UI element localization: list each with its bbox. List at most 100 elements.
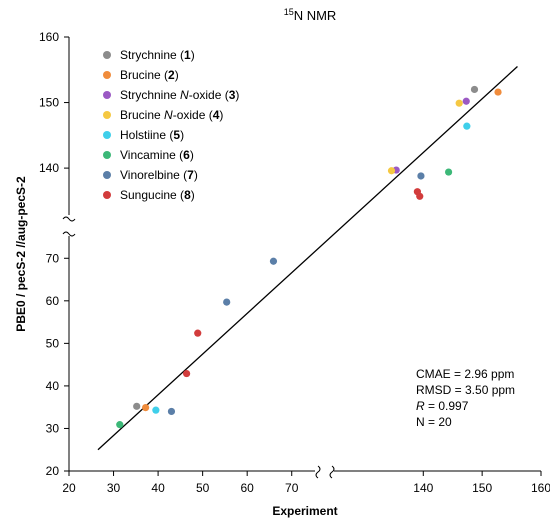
data-point [417, 172, 425, 180]
legend-label: Brucine N-oxide (4) [120, 108, 223, 122]
legend-open-paren: ( [176, 148, 183, 162]
legend-marker [103, 71, 111, 79]
legend-number: 5 [173, 128, 180, 142]
x-tick-label: 150 [472, 481, 492, 495]
y-tick-label: 160 [39, 30, 59, 44]
legend-marker [103, 131, 111, 139]
y-axis-label: PBE0 / pecS-2 //aug-pecS-2 [14, 176, 28, 332]
data-point [183, 369, 191, 378]
legend-name: Vincamine [120, 148, 176, 162]
legend-open-paren: ( [180, 168, 187, 182]
y-tick-label: 50 [46, 336, 60, 350]
axis-breaks [62, 215, 335, 479]
legend-close-paren: ) [191, 188, 195, 202]
legend-label: Brucine (2) [120, 68, 179, 82]
legend-number: 6 [183, 148, 190, 162]
legend-marker [103, 191, 111, 199]
y-tick-label: 40 [46, 379, 60, 393]
x-tick-label: 160 [531, 481, 550, 495]
data-point [142, 404, 150, 412]
legend-label: Strychnine N-oxide (3) [120, 88, 239, 102]
stat-cmae: CMAE = 2.96 ppm [416, 367, 514, 381]
legend-open-paren: ( [166, 128, 173, 142]
legend-label: Strychnine (1) [120, 48, 195, 62]
legend-close-paren: ) [219, 108, 223, 122]
legend-italic: N [164, 108, 173, 122]
legend-close-paren: ) [191, 48, 195, 62]
legend-number: 3 [229, 88, 236, 102]
legend-label: Sungucine (8) [120, 188, 195, 202]
legend-name: Brucine [120, 108, 164, 122]
legend-marker [103, 91, 111, 99]
data-point [494, 88, 502, 96]
y-tick-label: 150 [39, 96, 59, 110]
legend-open-paren: ( [177, 188, 184, 202]
x-tick-label: 20 [62, 481, 76, 495]
legend-suffix: -oxide [173, 108, 206, 122]
legend-close-paren: ) [235, 88, 239, 102]
x-axis-label: Experiment [272, 504, 337, 518]
legend-open-paren: ( [221, 88, 228, 102]
legend-name: Strychnine [120, 48, 177, 62]
legend-open-paren: ( [177, 48, 184, 62]
legend-number: 2 [168, 68, 175, 82]
legend-number: 1 [184, 48, 191, 62]
data-point [152, 406, 160, 414]
legend-marker [103, 51, 111, 59]
data-point [444, 168, 453, 176]
y-break-mark [62, 216, 76, 222]
legend-name: Vinorelbine [120, 168, 180, 182]
data-point [269, 257, 278, 265]
legend-number: 7 [187, 168, 194, 182]
legend-close-paren: ) [194, 168, 198, 182]
data-point [223, 298, 231, 306]
data-point [455, 99, 463, 107]
data-points [116, 85, 502, 429]
y-tick-label: 30 [46, 421, 60, 435]
fit-line [97, 66, 518, 451]
data-point [194, 329, 202, 337]
stat-r: R = 0.997 [416, 399, 469, 413]
x-break-mark [329, 465, 335, 479]
x-tick-label: 60 [241, 481, 255, 495]
data-point [462, 97, 470, 105]
legend-name: Strychnine [120, 88, 180, 102]
y-tick-label: 140 [39, 161, 59, 175]
chart-title-main: N NMR [294, 8, 337, 23]
legend-name: Sungucine [120, 188, 177, 202]
stat-n: N = 20 [416, 415, 452, 429]
y-tick-label: 60 [46, 294, 60, 308]
legend-label: Vincamine (6) [120, 148, 194, 162]
fit-line-group [97, 66, 518, 451]
legend-italic: N [180, 88, 189, 102]
legend-marker [103, 151, 111, 159]
x-tick-label: 50 [196, 481, 210, 495]
legend-close-paren: ) [190, 148, 194, 162]
y-break-mark [62, 231, 76, 237]
y-break-gap [62, 215, 76, 236]
data-point [116, 421, 124, 429]
legend-open-paren: ( [205, 108, 212, 122]
legend-open-paren: ( [161, 68, 168, 82]
legend: Strychnine (1)Brucine (2)Strychnine N-ox… [103, 48, 239, 202]
legend-marker [103, 111, 111, 119]
axis-ticks: 20 30 40 50 60 70 140 150 160 20 30 40 50 60 70 140 150 1… [39, 30, 550, 495]
stats-box: CMAE = 2.96 ppm RMSD = 3.50 ppm R = 0.99… [416, 367, 515, 429]
data-point [470, 85, 479, 94]
plot-area: 20 30 40 50 60 70 140 150 160 20 30 40 50 60 70 140 150 1… [39, 30, 550, 495]
x-break-gap [315, 464, 334, 478]
stat-r-label: R [416, 399, 425, 413]
stat-r-value: = 0.997 [425, 399, 469, 413]
legend-marker [103, 171, 111, 179]
data-point [416, 192, 424, 200]
x-tick-label: 30 [107, 481, 121, 495]
legend-label: Holstiine (5) [120, 128, 184, 142]
y-tick-label: 20 [46, 464, 60, 478]
data-point [133, 402, 141, 410]
legend-label: Vinorelbine (7) [120, 168, 198, 182]
legend-suffix: -oxide [189, 88, 222, 102]
x-tick-label: 70 [285, 481, 299, 495]
legend-number: 4 [213, 108, 220, 122]
x-break-mark [315, 465, 321, 479]
chart-title: 15N NMR [284, 7, 337, 23]
